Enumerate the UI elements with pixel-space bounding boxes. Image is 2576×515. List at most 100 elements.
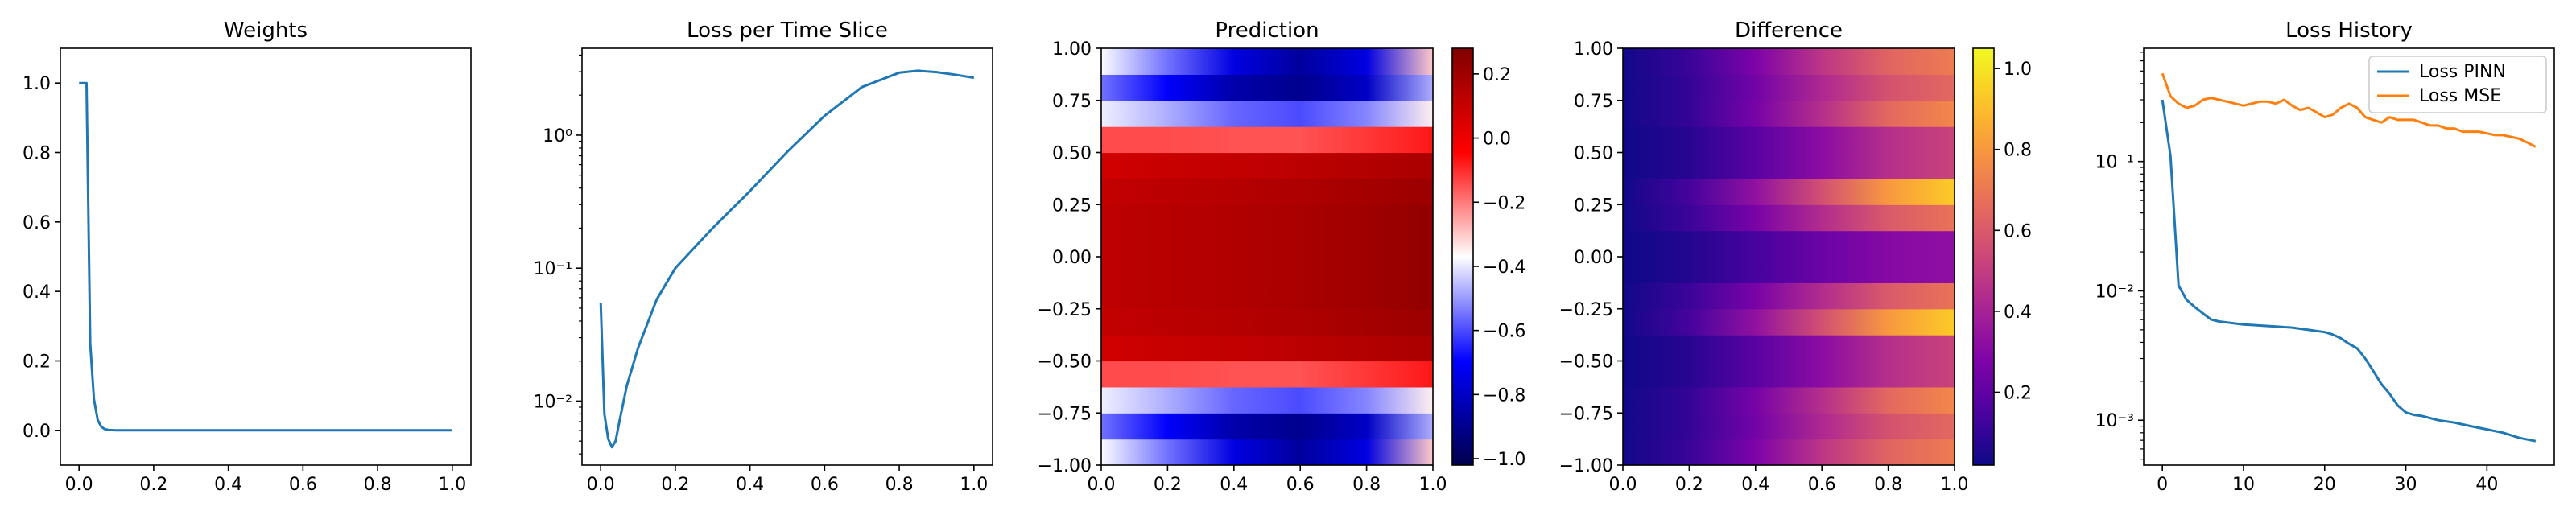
x-tick-label: 0.6	[1808, 475, 1836, 495]
x-tick-label: 0.0	[1088, 475, 1116, 495]
x-tick-label: 0.0	[1609, 475, 1637, 495]
colorbar-tick-label: −0.6	[1483, 322, 1525, 342]
colorbar-tick-label: −0.2	[1483, 193, 1525, 213]
x-tick-label: 0.8	[1352, 475, 1381, 495]
x-tick-label: 0.8	[364, 475, 392, 495]
heatmap-band	[1101, 48, 1433, 75]
axes-frame	[60, 47, 472, 466]
chart-title: Loss per Time Slice	[687, 19, 888, 43]
heatmap-band	[1623, 413, 1955, 440]
heatmap-band	[1623, 282, 1955, 310]
heatmap-band	[1101, 126, 1433, 154]
y-tick-label: 0.00	[1052, 248, 1092, 268]
y-tick-label: 10⁻¹	[2095, 153, 2134, 173]
colorbar-tick-label: 0.6	[2004, 221, 2032, 241]
y-tick-label: 0.6	[23, 213, 51, 233]
colorbar-tick-label: 0.0	[1483, 130, 1511, 150]
heatmap-band	[1623, 335, 1955, 362]
y-tick-label: 1.00	[1052, 39, 1092, 60]
heatmap-band	[1623, 126, 1955, 154]
colorbar: 1.0 0.8 0.6 0.4 0.2	[1972, 47, 2032, 466]
colorbar-tick-label: 0.4	[2004, 303, 2032, 323]
y-tick-label: 0.00	[1574, 248, 1613, 268]
heatmap-band	[1623, 257, 1955, 283]
heatmap-band	[1101, 335, 1433, 362]
heatmap-band	[1101, 386, 1433, 414]
heatmap-band	[1101, 204, 1433, 258]
chart-title: Prediction	[1215, 19, 1319, 43]
y-tick-label: 10⁰	[543, 126, 572, 146]
x-tick-label: 0.8	[886, 475, 914, 495]
heatmap-band	[1623, 178, 1955, 205]
x-tick-label: 0.4	[1220, 475, 1248, 495]
y-tick-label: 0.0	[23, 422, 51, 442]
x-tick-label: 1.0	[1941, 475, 1969, 495]
series-line-1	[599, 69, 975, 449]
heatmap-band	[1623, 74, 1955, 101]
x-tick-label: 0.6	[289, 475, 317, 495]
x-tick-label: 1.0	[960, 475, 988, 495]
heatmap-band	[1623, 360, 1955, 388]
heatmap-band	[1101, 178, 1433, 205]
chart-panel-4: Difference 1.0 0.8 0.6 0.4 0.2 0.0 0.2 0.4 0.6 0.8…	[1559, 19, 2032, 495]
heatmap-band	[1101, 360, 1433, 388]
x-tick-label: 40	[2475, 475, 2498, 495]
colorbar-frame	[1451, 47, 1474, 466]
colorbar-tick-label: −1.0	[1483, 450, 1525, 470]
chart-panel-1: Weights 0.0 0.2 0.4 0.6 0.8 1.0 0.0 0.2 0.4 0.6 0.8…	[23, 19, 472, 495]
heatmap-band	[1623, 439, 1955, 466]
x-tick-label: 0.6	[811, 475, 839, 495]
y-tick-label: −1.00	[1038, 456, 1092, 476]
x-tick-label: 0.4	[214, 475, 242, 495]
heatmap-band	[1623, 48, 1955, 75]
chart-title: Loss History	[2285, 19, 2413, 43]
heatmap-cells	[1623, 48, 1955, 466]
colorbar-gradient	[1452, 48, 1473, 465]
y-tick-label: 0.25	[1052, 196, 1092, 216]
colorbar-gradient	[1973, 48, 1994, 465]
axes-frame	[2143, 47, 2555, 466]
colorbar-tick-label: 0.2	[2004, 383, 2032, 403]
x-tick-label: 0.6	[1286, 475, 1315, 495]
chart-panel-5: Loss History 0 10 20 30 40 10⁻³ 10⁻² 10⁻¹ Loss PI…	[2095, 19, 2555, 495]
heatmap-band	[1623, 152, 1955, 179]
x-tick-label: 0.2	[1675, 475, 1703, 495]
x-tick-label: 0.0	[65, 475, 93, 495]
y-tick-label: −0.50	[1559, 352, 1613, 373]
x-tick-label: 0	[2157, 475, 2168, 495]
x-tick-label: 20	[2314, 475, 2336, 495]
heatmap-band	[1101, 257, 1433, 310]
y-tick-label: 10⁻³	[2095, 411, 2134, 431]
x-tick-label: 0.2	[661, 475, 689, 495]
colorbar-frame	[1972, 47, 1995, 466]
heatmap-band	[1623, 204, 1955, 232]
y-tick-label: 1.00	[1574, 39, 1613, 60]
colorbar: 0.2 0.0 −0.2 −0.4 −0.6 −0.8 −1.0	[1451, 47, 1525, 470]
y-tick-label: −0.75	[1559, 404, 1613, 424]
heatmap-band	[1101, 439, 1433, 466]
y-tick-label: 10⁻²	[534, 392, 572, 412]
y-tick-label: 0.4	[23, 282, 51, 303]
series-line-loss-pinn	[2161, 99, 2537, 443]
y-tick-label: 10⁻²	[2095, 282, 2134, 302]
y-tick-label: −0.25	[1559, 300, 1613, 320]
chart-title: Difference	[1735, 19, 1843, 43]
axes-frame	[581, 47, 993, 466]
x-tick-label: 0.2	[139, 475, 167, 495]
legend-label: Loss PINN	[2419, 62, 2506, 82]
legend-box	[2368, 56, 2547, 113]
heatmap-band	[1101, 100, 1433, 127]
heatmap-band	[1101, 308, 1433, 336]
heatmap-cells	[1101, 48, 1433, 466]
x-tick-label: 1.0	[438, 475, 466, 495]
x-tick-label: 1.0	[1419, 475, 1447, 495]
x-tick-label: 0.8	[1874, 475, 1902, 495]
legend-label: Loss MSE	[2419, 86, 2501, 106]
y-tick-label: 1.0	[23, 74, 51, 94]
y-tick-label: 0.25	[1574, 196, 1613, 216]
y-tick-label: 0.2	[23, 352, 51, 373]
heatmap-band	[1623, 100, 1955, 127]
colorbar-tick-label: −0.8	[1483, 385, 1525, 406]
y-tick-label: −0.25	[1038, 300, 1092, 320]
